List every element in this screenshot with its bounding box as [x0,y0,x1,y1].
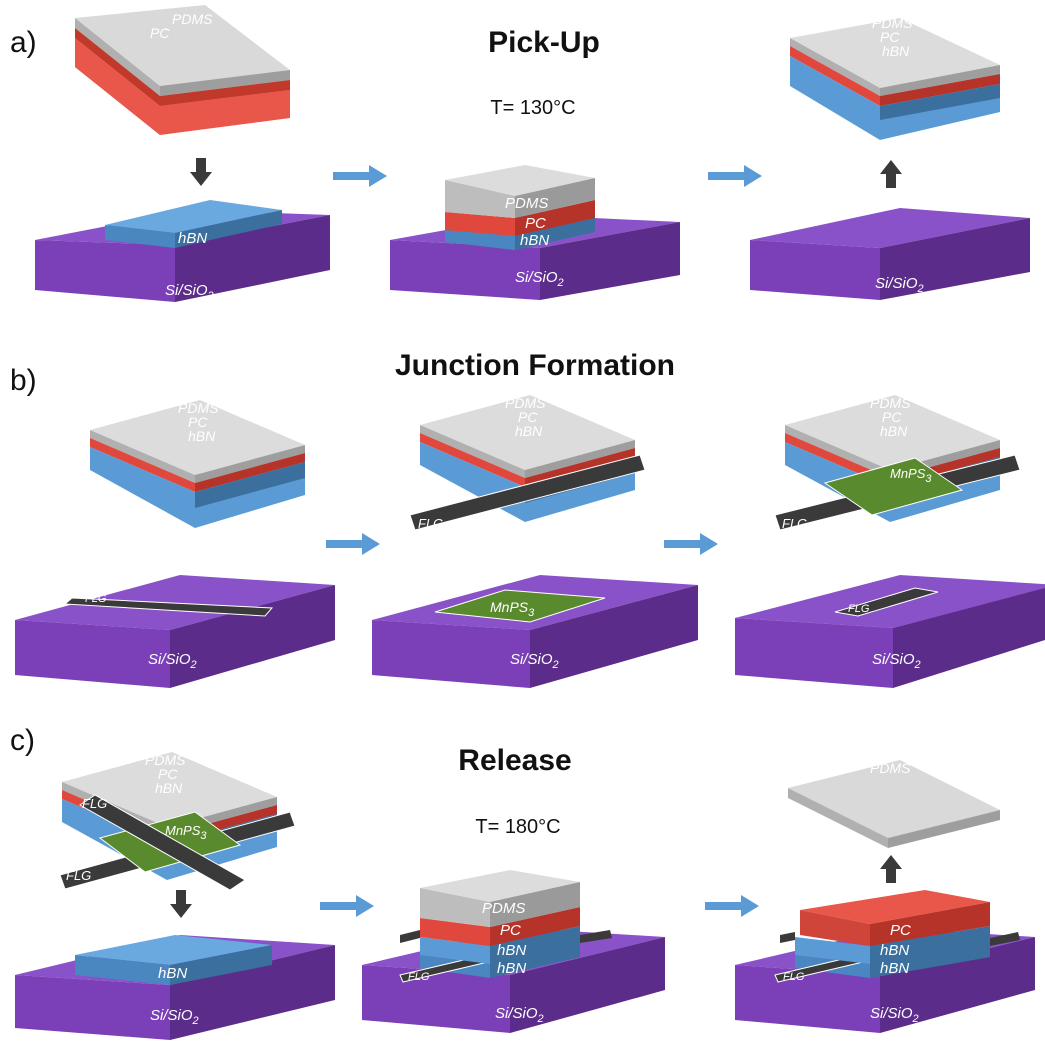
label-pc: PC [890,922,911,939]
label-mnps3: MnPS3 [490,599,535,619]
label-pc: PC [188,414,208,430]
label-pdms: PDMS [172,11,213,27]
process-arrow [705,895,759,917]
label-hbn: hBN [880,960,909,977]
label-pdms: PDMS [505,395,546,411]
process-arrow [664,533,718,555]
label-flg: FLG [782,516,807,531]
label-pc: PC [525,215,546,232]
substrate-b2: MnPS3 Si/SiO2 [372,575,698,688]
stack-a2: PDMS PC hBN Si/SiO2 [390,165,680,300]
label-pc: PC [500,922,521,939]
label-flg: FLG [408,971,430,983]
label-flg: FLG [85,593,107,605]
label-pc: PC [882,409,902,425]
label-hbn: hBN [880,942,909,959]
substrate-b3: FLG Si/SiO2 [735,575,1045,688]
up-arrow [880,160,902,188]
panel-a-title: Pick-Up [488,26,600,59]
label-hbn: hBN [882,43,910,59]
label-pdms: PDMS [178,400,219,416]
label-mnps3: MnPS3 [165,823,207,842]
down-arrow [190,158,212,186]
label-substrate: Si/SiO2 [515,269,564,289]
panel-c-letter: c) [10,724,35,757]
label-pc: PC [880,29,900,45]
label-substrate: Si/SiO2 [495,1005,544,1025]
stamp-b1: PDMS PC hBN [90,400,305,528]
process-arrow [333,165,387,187]
label-hbn: hBN [520,232,549,249]
label-flg: FLG [418,516,443,531]
label-substrate: Si/SiO2 [875,275,924,295]
label-hbn: hBN [178,230,207,247]
stamp-b2: PDMS PC hBN FLG [409,395,646,531]
panel-b: b) Junction Formation PDMS PC hBN FLG Si… [10,349,1045,688]
panel-a-letter: a) [10,26,37,59]
label-flg: FLG [783,971,805,983]
panel-c-title: Release [458,744,571,777]
label-flg: FLG [82,796,107,811]
label-hbn: hBN [188,428,216,444]
panel-c: c) Release T= 180°C PDMS PC hBN MnPS3 FL… [10,724,1035,1040]
label-pdms: PDMS [872,15,913,31]
label-hbn: hBN [158,965,187,982]
label-substrate: Si/SiO2 [510,651,559,671]
label-flg: FLG [66,868,91,883]
label-pc: PC [158,766,178,782]
label-hbn: hBN [497,942,526,959]
label-pc: PC [518,409,538,425]
label-substrate: Si/SiO2 [148,651,197,671]
label-hbn: hBN [880,423,908,439]
substrate-c1: hBN Si/SiO2 [15,935,335,1040]
stamp-b3: PDMS PC hBN MnPS3 FLG [774,395,1021,531]
label-pc: PC [150,25,170,41]
panel-c-temperature: T= 180°C [475,816,560,838]
substrate-a3: Si/SiO2 [750,208,1030,300]
stack-c3: PC hBN hBN FLG Si/SiO2 [735,890,1035,1033]
label-hbn: hBN [497,960,526,977]
label-substrate: Si/SiO2 [872,651,921,671]
stamp-pdms-pc: PDMS PC [75,5,290,135]
process-arrow [326,533,380,555]
label-pdms: PDMS [870,760,911,776]
label-substrate: Si/SiO2 [870,1005,919,1025]
label-substrate: Si/SiO2 [165,282,214,302]
up-arrow [880,855,902,883]
process-arrow [320,895,374,917]
label-substrate: Si/SiO2 [150,1007,199,1027]
stamp-pdms-only: PDMS [788,760,1000,848]
label-hbn: hBN [155,780,183,796]
stamp-pdms-pc-hbn: PDMS PC hBN [790,15,1000,140]
stamp-c1: PDMS PC hBN MnPS3 FLG FLG [59,752,296,891]
substrate-b1: FLG Si/SiO2 [15,575,335,688]
process-arrow [708,165,762,187]
panel-b-title: Junction Formation [395,349,675,382]
label-hbn: hBN [515,423,543,439]
label-pdms: PDMS [505,195,548,212]
panel-b-letter: b) [10,364,37,397]
label-flg: FLG [848,603,870,615]
stack-c2: PDMS PC hBN hBN FLG Si/SiO2 [362,870,665,1033]
label-pdms: PDMS [145,752,186,768]
down-arrow [170,890,192,918]
label-pdms: PDMS [482,900,525,917]
panel-a-temperature: T= 130°C [490,97,575,119]
panel-a: a) Pick-Up T= 130°C PDMS PC [10,5,1030,302]
substrate-a1: hBN Si/SiO2 [35,200,330,302]
label-mnps3: MnPS3 [890,466,932,485]
label-pdms: PDMS [870,395,911,411]
